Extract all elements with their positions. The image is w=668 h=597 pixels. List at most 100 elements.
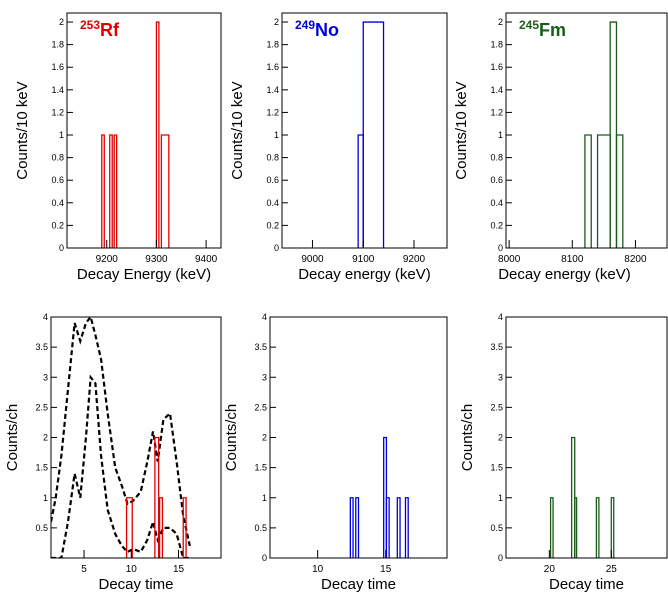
y-tick-label: 0.5 — [490, 523, 503, 533]
x-axis-label: Decay energy (keV) — [298, 266, 431, 283]
fit-curve-upper — [51, 317, 191, 547]
x-tick-label: 8100 — [561, 254, 584, 265]
y-tick-label: 1.8 — [490, 40, 503, 50]
histogram-bin — [615, 134, 624, 248]
y-tick-label: 3.5 — [490, 342, 503, 352]
chart-panel-3: 8000 8100 8200 0.2 0.4 0.6 0.8 1 1.2 1.4 1.6 1.8 2 0 D… — [453, 12, 668, 283]
y-tick-label: 0.8 — [266, 153, 279, 163]
y-tick-label: 3.5 — [35, 342, 48, 352]
y-tick-label: 1.2 — [51, 107, 64, 117]
y-tick-label: 0.4 — [51, 198, 64, 208]
plot-frame — [505, 316, 668, 559]
x-tick-label: 15 — [173, 564, 185, 575]
y-tick-label: 2 — [43, 433, 48, 443]
y-tick-label: 2 — [274, 17, 279, 27]
isotope-label: 245Fm — [519, 18, 566, 40]
histogram-bin — [549, 497, 554, 558]
fit-curve-lower — [51, 374, 190, 558]
y-tick-label: 0.6 — [51, 175, 64, 185]
plot-frame — [50, 316, 222, 559]
histogram-bin — [113, 134, 118, 248]
y-tick-label: 0 — [59, 243, 64, 253]
y-tick-label: 1.6 — [51, 62, 64, 72]
y-tick-label: 0.6 — [490, 175, 503, 185]
y-tick-label: 1.5 — [35, 463, 48, 473]
plot-frame — [281, 12, 448, 249]
y-tick-label: 0.2 — [490, 220, 503, 230]
y-tick-label: 0.8 — [51, 153, 64, 163]
x-tick-label: 9200 — [403, 254, 426, 265]
histogram-bin — [362, 21, 385, 248]
y-axis-label: Counts/ch — [459, 404, 476, 472]
histogram-bin — [396, 497, 401, 558]
x-tick-label: 9100 — [352, 254, 375, 265]
isotope-label: 253Rf — [80, 18, 120, 40]
histogram-bin — [574, 497, 578, 558]
y-tick-label: 4 — [498, 312, 503, 322]
histogram-bin — [357, 134, 364, 248]
y-tick-label: 3 — [498, 372, 503, 382]
histogram-bin — [385, 497, 390, 558]
histogram-bin — [101, 134, 105, 248]
histogram-bin — [596, 134, 611, 248]
y-tick-label: 0.2 — [51, 220, 64, 230]
y-tick-label: 1 — [498, 493, 503, 503]
x-axis-label: Decay Energy (keV) — [77, 266, 211, 283]
x-tick-label: 9300 — [145, 254, 168, 265]
x-tick-label: 9000 — [301, 254, 324, 265]
histogram-bin — [349, 497, 354, 558]
x-axis-label: Decay energy (keV) — [498, 266, 631, 283]
chart-panel-6: 20 25 0.5 1 1.5 2 2.5 3 3.5 4 0 Decay time Counts/ch — [459, 312, 668, 593]
histogram-bin — [355, 497, 360, 558]
x-tick-label: 20 — [544, 564, 556, 575]
y-tick-label: 1 — [498, 130, 503, 140]
y-tick-label: 2.5 — [35, 402, 48, 412]
histogram-bin — [125, 497, 133, 558]
y-tick-label: 1.5 — [490, 463, 503, 473]
y-tick-label: 1.4 — [490, 85, 503, 95]
y-tick-label: 4 — [262, 312, 267, 322]
y-tick-label: 1 — [59, 130, 64, 140]
y-tick-label: 0 — [498, 553, 503, 563]
y-tick-label: 1 — [43, 493, 48, 503]
y-tick-label: 0 — [262, 553, 267, 563]
x-tick-label: 8000 — [498, 254, 521, 265]
y-tick-label: 1.2 — [266, 107, 279, 117]
y-tick-label: 0.2 — [266, 220, 279, 230]
y-tick-label: 2.5 — [490, 402, 503, 412]
y-tick-label: 0.5 — [254, 523, 267, 533]
y-tick-label: 2 — [498, 433, 503, 443]
histogram-bin — [584, 134, 592, 248]
x-tick-label: 9400 — [195, 254, 218, 265]
histogram-bin — [154, 436, 160, 558]
chart-panel-2: 9000 9100 9200 0.2 0.4 0.6 0.8 1 1.2 1.4 1.6 1.8 2 0 D… — [229, 12, 448, 283]
histogram-bin — [155, 21, 160, 248]
y-axis-label: Counts/ch — [4, 404, 21, 472]
y-tick-label: 1.4 — [51, 85, 64, 95]
y-axis-label: Counts/10 keV — [453, 81, 470, 179]
y-tick-label: 0 — [498, 243, 503, 253]
y-axis-label: Counts/10 keV — [229, 81, 246, 179]
chart-panel-5: 10 15 0.5 1 1.5 2 2.5 3 3.5 4 0 Decay time Counts/ch — [223, 312, 448, 593]
y-tick-label: 3 — [262, 372, 267, 382]
isotope-label: 249No — [295, 18, 339, 40]
x-tick-label: 9200 — [96, 254, 119, 265]
y-tick-label: 1.4 — [266, 85, 279, 95]
plot-frame — [505, 12, 668, 249]
y-tick-label: 0.4 — [266, 198, 279, 208]
y-tick-label: 3 — [43, 372, 48, 382]
y-tick-label: 0.5 — [35, 523, 48, 533]
y-tick-label: 3.5 — [254, 342, 267, 352]
plot-frame — [66, 12, 222, 249]
y-tick-label: 1 — [262, 493, 267, 503]
y-tick-label: 2 — [59, 17, 64, 27]
histogram-bin — [158, 497, 164, 558]
x-tick-label: 10 — [126, 564, 138, 575]
y-tick-label: 0.8 — [490, 153, 503, 163]
y-axis-label: Counts/ch — [223, 404, 240, 472]
y-tick-label: 0.6 — [266, 175, 279, 185]
y-tick-label: 2 — [262, 433, 267, 443]
x-axis-label: Decay time — [321, 576, 396, 593]
x-tick-label: 5 — [81, 564, 87, 575]
x-tick-label: 25 — [606, 564, 618, 575]
